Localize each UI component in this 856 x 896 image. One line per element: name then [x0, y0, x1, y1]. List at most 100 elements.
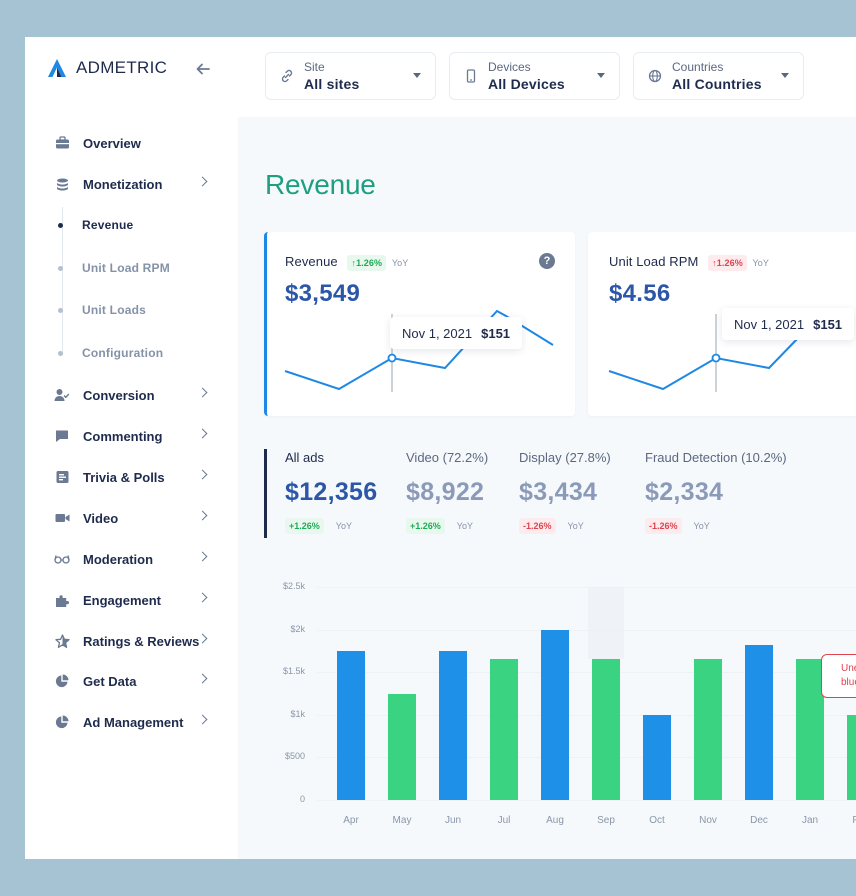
- site-filter[interactable]: Site All sites: [265, 52, 436, 100]
- x-tick-label: Aug: [546, 815, 564, 826]
- segment-value: $12,356: [285, 478, 378, 506]
- tooltip-value: $151: [481, 325, 511, 341]
- admetric-logo-icon: [48, 59, 66, 77]
- collapse-sidebar-button[interactable]: [193, 59, 213, 79]
- sidebar-item-video[interactable]: Video: [54, 507, 214, 529]
- chevron-right-icon: [197, 592, 208, 603]
- x-tick-label: Apr: [343, 815, 359, 826]
- segment-name: Video (72.2%): [406, 450, 489, 465]
- briefcase-icon: [54, 135, 70, 151]
- sidebar-item-ratings-reviews[interactable]: Ratings & Reviews: [54, 630, 214, 652]
- bar-dec[interactable]: [745, 644, 773, 800]
- caret-down-icon: [781, 73, 789, 78]
- annotation-note: Une blue: [821, 654, 856, 698]
- sidebar-item-moderation[interactable]: Moderation: [54, 548, 214, 570]
- bar-nov[interactable]: [694, 659, 722, 800]
- bullet-icon: [58, 222, 63, 228]
- segment-video[interactable]: Video (72.2%) $8,922 +1.26% YoY: [406, 450, 489, 534]
- x-tick-label: Nov: [699, 815, 717, 826]
- card-label: Unit Load RPM: [609, 254, 699, 269]
- pie-icon: [54, 673, 70, 689]
- segment-all-ads[interactable]: All ads $12,356 +1.26% YoY: [285, 450, 377, 534]
- change-badge: +1.26%: [285, 518, 324, 534]
- card-header: Unit Load RPM ↑1.26% YoY: [609, 254, 769, 271]
- unit-load-rpm-card[interactable]: Unit Load RPM ↑1.26% YoY $4.56 Nov 1, 20…: [588, 232, 856, 416]
- bar-feb[interactable]: [847, 714, 856, 800]
- subitem-revenue[interactable]: Revenue: [58, 215, 133, 235]
- grid-line: [317, 757, 856, 759]
- yoy-label: YoY: [567, 521, 584, 531]
- sidebar-item-trivia-polls[interactable]: Trivia & Polls: [54, 466, 214, 488]
- grid-line: [317, 672, 856, 674]
- chevron-right-icon: [197, 551, 208, 562]
- sidebar-item-engagement[interactable]: Engagement: [54, 589, 214, 611]
- note-line: blue: [841, 677, 856, 688]
- change-badge: ↑1.26%: [347, 255, 387, 271]
- sidebar-item-label: Get Data: [83, 673, 137, 689]
- sidebar-item-label: Moderation: [83, 551, 154, 567]
- sidebar-item-monetization[interactable]: Monetization: [54, 173, 214, 195]
- y-tick-label: $2k: [290, 623, 305, 634]
- active-segment-indicator: [264, 449, 267, 538]
- y-tick-label: $2.5k: [282, 581, 305, 591]
- sidebar-item-get-data[interactable]: Get Data: [54, 670, 214, 692]
- subitem-configuration[interactable]: Configuration: [58, 343, 163, 363]
- subitem-unit-load-rpm[interactable]: Unit Load RPM: [58, 258, 170, 278]
- link-icon: [281, 69, 293, 83]
- sidebar-item-label: Ratings & Reviews: [83, 633, 200, 649]
- sidebar-item-overview[interactable]: Overview: [54, 132, 214, 154]
- x-tick-label: Jan: [801, 815, 819, 826]
- arrow-left-icon: [196, 63, 210, 75]
- bar-oct[interactable]: [643, 714, 671, 800]
- bar-jul[interactable]: [490, 659, 518, 800]
- bar-may[interactable]: [388, 693, 416, 800]
- logo[interactable]: ADMETRIC: [46, 57, 167, 79]
- puzzle-icon: [54, 592, 70, 608]
- devices-filter[interactable]: Devices All Devices: [449, 52, 620, 100]
- x-tick-label: Jul: [497, 815, 511, 826]
- card-label: Revenue: [285, 254, 338, 269]
- bar-aug[interactable]: [541, 629, 569, 800]
- segment-value: $8,922: [406, 478, 485, 506]
- countries-filter[interactable]: Countries All Countries: [633, 52, 804, 100]
- bar-jan[interactable]: [796, 659, 824, 800]
- segment-change: +1.26% YoY: [406, 518, 473, 534]
- revenue-bar-chart: 0 $500 $1k $1.5k $2k $2.5k Apr May Jun Jul Aug Sep O…: [265, 577, 856, 837]
- sidebar-item-ad-management[interactable]: Ad Management: [54, 711, 214, 733]
- segment-change: -1.26% YoY: [645, 518, 710, 534]
- segment-change: -1.26% YoY: [519, 518, 584, 534]
- bar-jun[interactable]: [439, 650, 467, 800]
- bar-apr[interactable]: [337, 650, 365, 800]
- change-badge: -1.26%: [645, 518, 682, 534]
- grid-line: [317, 629, 856, 631]
- coins-icon: [54, 176, 70, 192]
- sidebar-item-conversion[interactable]: Conversion: [54, 384, 214, 406]
- yoy-label: YoY: [693, 521, 710, 531]
- x-tick-label: May: [392, 815, 412, 826]
- help-icon[interactable]: ?: [539, 253, 555, 269]
- subitem-unit-loads[interactable]: Unit Loads: [58, 300, 146, 320]
- devices-filter-value: All Devices: [488, 76, 565, 92]
- segment-name: All ads: [285, 450, 325, 465]
- segment-display[interactable]: Display (27.8%) $3,434 -1.26% YoY: [519, 450, 611, 534]
- segment-fraud-detection[interactable]: Fraud Detection (10.2%) $2,334 -1.26% Yo…: [645, 450, 787, 534]
- chat-icon: [54, 428, 70, 444]
- sidebar-item-label: Trivia & Polls: [83, 469, 165, 485]
- subitem-label: Unit Load RPM: [82, 261, 170, 275]
- sidebar-item-commenting[interactable]: Commenting: [54, 425, 214, 447]
- rpm-sparkline: [608, 314, 801, 392]
- chart-tooltip: Nov 1, 2021 $151: [390, 317, 523, 349]
- caret-down-icon: [597, 73, 605, 78]
- chevron-right-icon: [197, 176, 208, 187]
- segment-value: $3,434: [519, 478, 598, 506]
- user-check-icon: [54, 387, 70, 403]
- tooltip-date: Nov 1, 2021: [734, 316, 805, 332]
- sidebar-item-label: Ad Management: [83, 714, 184, 730]
- revenue-card[interactable]: Revenue ↑1.26% YoY ? $3,549 Nov 1, 2021 …: [264, 232, 575, 416]
- chevron-right-icon: [197, 673, 208, 684]
- chevron-right-icon: [197, 428, 208, 439]
- x-tick-label: Jun: [444, 815, 462, 826]
- note-line: Une: [841, 663, 856, 674]
- phone-icon: [466, 69, 476, 83]
- bar-sep[interactable]: [592, 659, 620, 800]
